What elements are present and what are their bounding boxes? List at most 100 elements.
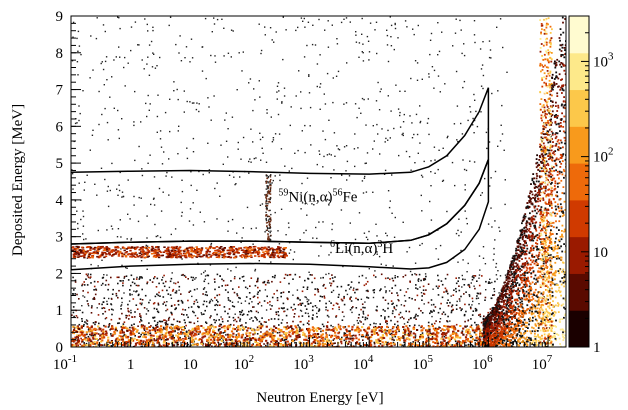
heat-cell [325, 340, 328, 343]
heat-cell [252, 246, 256, 248]
heat-cell [196, 102, 198, 104]
heat-cell [311, 328, 314, 331]
heat-cell [237, 248, 240, 251]
heat-cell [380, 328, 384, 331]
heat-cell [328, 153, 331, 155]
heat-cell [376, 52, 378, 55]
heat-cell [133, 290, 135, 292]
heat-cell [379, 153, 381, 155]
heat-cell [225, 339, 228, 342]
heat-cell [261, 147, 263, 149]
heat-cell [332, 289, 335, 292]
heat-cell [206, 294, 208, 297]
heat-cell [318, 344, 321, 347]
heat-cell [425, 332, 429, 335]
heat-cell [477, 325, 480, 328]
heat-cell [145, 102, 147, 105]
heat-cell [421, 242, 423, 245]
heat-cell [390, 344, 393, 347]
heat-cell [423, 160, 425, 163]
heat-cell [327, 321, 329, 323]
heat-cell [299, 299, 301, 301]
heat-cell [107, 185, 109, 188]
heat-cell [197, 305, 199, 308]
heat-cell [492, 294, 494, 296]
heat-cell [205, 300, 208, 303]
heat-cell [444, 287, 447, 290]
heat-cell [377, 338, 380, 341]
heat-cell [130, 237, 133, 240]
heat-cell [221, 335, 224, 337]
heat-cell [191, 279, 194, 281]
heat-cell [141, 248, 144, 251]
heat-cell [391, 212, 393, 214]
heat-cell [406, 321, 409, 323]
heat-cell [455, 333, 458, 336]
heat-cell [101, 113, 103, 116]
heat-cell [358, 313, 360, 316]
heat-cell [428, 340, 431, 342]
heat-cell [139, 341, 142, 344]
heat-cell [487, 311, 489, 314]
heat-cell [228, 174, 231, 176]
heat-cell [438, 285, 440, 288]
heat-cell [330, 336, 333, 339]
heat-cell [203, 287, 206, 289]
heat-cell [564, 158, 566, 161]
heat-cell [152, 302, 155, 305]
heat-cell [91, 329, 94, 332]
heat-cell [428, 232, 430, 234]
heat-cell [132, 339, 135, 342]
heat-cell [223, 343, 226, 346]
heat-cell [216, 313, 218, 316]
heat-cell [488, 40, 491, 42]
heat-cell [202, 293, 204, 295]
heat-cell [181, 302, 184, 304]
heat-cell [178, 251, 181, 253]
heat-cell [220, 316, 222, 318]
heat-cell [76, 334, 79, 337]
heat-cell [144, 253, 147, 255]
heat-cell [198, 338, 201, 341]
heat-cell [189, 253, 193, 256]
heat-cell [103, 251, 107, 254]
heat-cell [375, 323, 377, 325]
heat-cell [161, 289, 164, 292]
heat-cell [163, 301, 166, 304]
heat-cell [124, 326, 127, 329]
heat-cell [394, 27, 397, 30]
heat-cell [376, 253, 378, 255]
heat-cell [210, 342, 212, 344]
heat-cell [467, 284, 469, 286]
heat-cell [131, 326, 134, 329]
heat-cell [340, 340, 343, 343]
heat-cell [146, 215, 148, 217]
heat-cell [156, 338, 158, 340]
heat-cell [194, 278, 196, 280]
heat-cell [479, 336, 481, 338]
heat-cell [225, 140, 228, 142]
heat-cell [419, 142, 421, 144]
heat-cell [72, 188, 74, 190]
heat-cell [391, 277, 394, 280]
heat-cell [270, 261, 272, 263]
heat-cell [265, 332, 268, 335]
heat-cell [256, 328, 259, 331]
heat-cell [403, 343, 406, 346]
heat-cell [332, 339, 335, 341]
heat-cell [208, 169, 211, 171]
heat-cell [431, 311, 433, 313]
heat-cell [257, 250, 260, 253]
heat-cell [166, 323, 169, 326]
heat-cell [278, 331, 281, 334]
heat-cell [146, 282, 148, 285]
heat-cell [118, 46, 120, 48]
heat-cell [361, 97, 364, 100]
heat-cell [253, 88, 255, 90]
heat-cell [167, 342, 170, 345]
heat-cell [292, 309, 294, 311]
heat-cell [332, 330, 335, 332]
heat-cell [435, 329, 438, 332]
heat-cell [153, 328, 156, 331]
heat-cell [322, 166, 324, 168]
